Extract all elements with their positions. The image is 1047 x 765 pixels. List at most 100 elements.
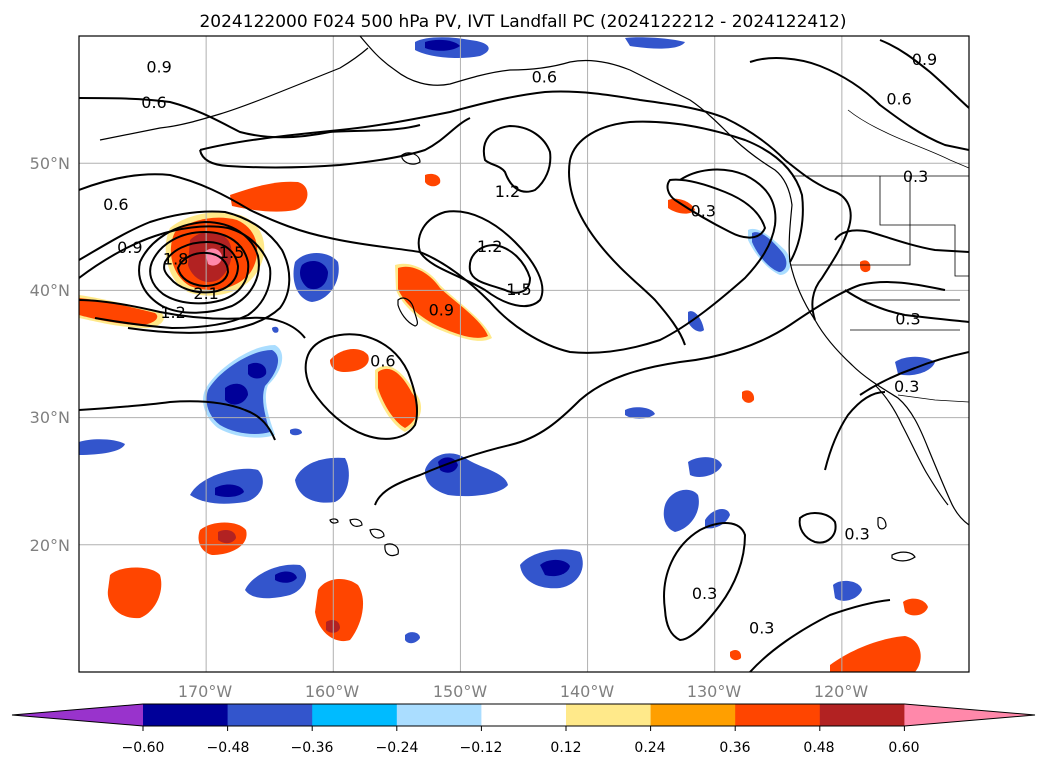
ivt-positive-region [730, 650, 742, 661]
longitude-tick-label: 120°W [814, 682, 869, 701]
contour-label: 1.5 [219, 243, 244, 262]
colorbar-swatch [735, 704, 821, 726]
contour-label: 1.2 [495, 182, 520, 201]
pv-contour-line [482, 124, 552, 193]
colorbar-tick-label: 0.60 [888, 740, 919, 756]
longitude-tick-label: 170°W [178, 682, 233, 701]
ivt-negative-region [752, 232, 787, 272]
ivt-positive-region [107, 567, 162, 619]
contour-label: 0.9 [117, 238, 142, 257]
contour-labels: 0.9 0.6 0.6 0.9 0.6 0.3 1.2 0.6 0.9 1.8 1.5 2.1 1.2 1… [103, 50, 937, 638]
contour-label: 0.6 [370, 351, 395, 370]
contour-label: 0.3 [895, 309, 920, 328]
ivt-positive-region [230, 181, 308, 212]
ivt-negative-region [663, 489, 699, 532]
map-area: 0.9 0.6 0.6 0.9 0.6 0.3 1.2 0.6 0.9 1.8 1.5 2.1 1.2 1… [79, 36, 969, 672]
contour-label: 0.9 [146, 58, 171, 77]
pv-contour-line [663, 522, 747, 642]
contour-label: 0.6 [103, 195, 128, 214]
ivt-negative-region [215, 484, 244, 497]
ivt-negative-region [540, 559, 570, 577]
pv-contour-line [749, 57, 969, 151]
ivt-positive-region [668, 198, 695, 214]
pv-contour-line [749, 599, 891, 672]
map-frame [78, 35, 970, 673]
ivt-negative-region [295, 457, 349, 503]
colorbar [11, 703, 1036, 731]
contour-label: 1.8 [163, 250, 188, 269]
hawaii-islands [329, 518, 399, 557]
pv-contour-line [79, 299, 306, 339]
pv-contours [79, 39, 969, 672]
colorbar-swatch [819, 704, 905, 726]
ivt-negative-region [275, 571, 297, 583]
ivt-negative-region [225, 383, 248, 405]
pv-contour-line [79, 97, 421, 139]
pv-contour-line [568, 159, 686, 346]
latitude-tick-label: 20°N [30, 536, 70, 555]
graticule [79, 36, 969, 672]
ivt-negative-region [688, 457, 722, 477]
us-mexico-border [897, 394, 969, 403]
pv-contour-line [176, 251, 230, 288]
ivt-positive-region [860, 260, 871, 273]
coastlines [99, 36, 969, 562]
ivt-positive-region [378, 368, 418, 428]
pv-contour-line [417, 210, 544, 308]
longitude-tick-labels: 170°W 160°W 150°W 140°W 130°W 120°W [178, 682, 869, 701]
colorbar-tick-labels: −0.60 −0.48 −0.36 −0.24 −0.12 0.12 0.24 … [122, 740, 920, 756]
pv-contour-line [844, 289, 969, 323]
colorbar-swatch [481, 704, 567, 726]
ivt-negative-region [248, 362, 267, 379]
colorbar-tick-label: 0.36 [719, 740, 750, 756]
island-outline [401, 152, 421, 165]
pv-contour-line [199, 117, 471, 169]
contour-label: 0.6 [141, 93, 166, 112]
colorbar-swatch [396, 704, 482, 726]
ivt-negative-region [272, 326, 279, 333]
contour-label: 0.3 [749, 618, 774, 637]
ivt-negative-region [705, 508, 730, 529]
state-border [850, 176, 969, 331]
baja-california-coast [874, 384, 949, 506]
pv-contour-line [879, 39, 969, 109]
ivt-negative-region [688, 311, 704, 332]
alaska-peninsula-coast [99, 47, 369, 141]
colorbar-swatch [227, 704, 313, 726]
pv-contour-line [138, 220, 260, 314]
contour-label: 1.2 [160, 303, 185, 322]
pv-contour-line [79, 400, 276, 441]
ivt-positive-region [742, 390, 755, 403]
latitude-tick-label: 50°N [30, 154, 70, 173]
ivt-positive-region [218, 530, 236, 544]
ivt-negative-region [79, 439, 125, 455]
contour-label: 1.2 [477, 237, 502, 256]
pv-contour-line [798, 512, 837, 544]
longitude-tick-label: 150°W [433, 682, 488, 701]
ivt-negative-region [895, 356, 935, 376]
contour-label: 0.9 [429, 300, 454, 319]
ivt-negative-region [425, 39, 460, 51]
island-outline [397, 297, 419, 327]
colorbar-swatch [566, 704, 652, 726]
pv-contour-line [834, 229, 969, 253]
ivt-positive-region [830, 636, 921, 672]
contour-label: 0.3 [844, 524, 869, 543]
contour-label: 0.6 [532, 68, 557, 87]
pv-contour-line [79, 225, 272, 330]
pv-contour-line [149, 230, 250, 305]
colorbar-tick-label: −0.60 [122, 740, 165, 756]
longitude-tick-label: 130°W [687, 682, 742, 701]
pv-contour-line [304, 333, 418, 440]
ivt-negative-region [625, 407, 655, 419]
pv-contour-line [824, 391, 886, 471]
pv-contour-line [666, 178, 767, 239]
colorbar-swatch [312, 704, 398, 726]
contour-label: 2.1 [193, 284, 218, 303]
contour-label: 0.9 [912, 50, 937, 69]
contour-label: 0.6 [886, 89, 911, 108]
pv-contour-line [569, 120, 804, 263]
pv-contour-line [374, 281, 946, 506]
latitude-tick-label: 30°N [30, 408, 70, 427]
